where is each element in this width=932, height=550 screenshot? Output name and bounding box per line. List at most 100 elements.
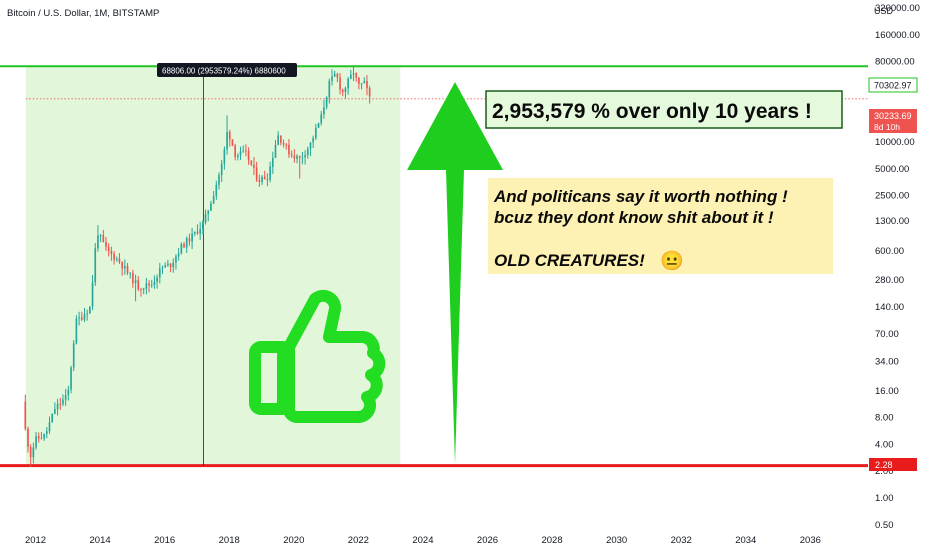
candle-down [366, 81, 368, 89]
candle-down [263, 176, 266, 180]
candle-up [207, 210, 210, 215]
candle-up [185, 238, 188, 248]
candle-up [172, 262, 175, 268]
candle-up [306, 148, 309, 156]
candle-down [339, 77, 341, 90]
candle-up [115, 258, 118, 260]
candle-down [102, 234, 105, 242]
candle-down [188, 238, 191, 242]
candle-up [32, 447, 35, 458]
neutral-face-emoji: 😐 [660, 250, 684, 272]
chart-title: Bitcoin / U.S. Dollar, 1M, BITSTAMP [7, 8, 159, 19]
candle-up [220, 163, 223, 175]
candle-down [266, 179, 269, 181]
candle-down [234, 145, 236, 157]
thumbs-up-icon [249, 289, 386, 423]
candle-down [37, 436, 40, 439]
headline-text: 2,953,579 % over only 10 years ! [492, 100, 812, 123]
x-tick-label: 2012 [25, 535, 46, 546]
candle-up [62, 399, 64, 404]
candle-down [282, 142, 285, 145]
candle-up [48, 422, 51, 432]
candle-up [320, 114, 323, 124]
candle-down [169, 263, 172, 268]
callout-line-2: bcuz they dont know shit about it ! [494, 208, 774, 227]
candle-down [228, 131, 231, 140]
candle-down [80, 317, 83, 320]
candle-up [333, 73, 336, 77]
candle-up [67, 389, 70, 396]
candle-down [40, 438, 43, 440]
candle-down [105, 241, 107, 247]
candles-layer [24, 66, 371, 468]
candle-up [226, 131, 228, 150]
candle-down [137, 280, 140, 290]
candle-up [56, 403, 59, 410]
candle-up [150, 284, 153, 286]
candle-down [280, 135, 282, 143]
candle-up [210, 203, 212, 211]
y-tick-label: 70.00 [875, 329, 899, 340]
candle-up [352, 73, 355, 75]
candle-down [258, 179, 261, 182]
candle-down [121, 262, 123, 269]
candle-down [285, 144, 288, 146]
x-tick-label: 2014 [90, 535, 111, 546]
candle-up [45, 431, 48, 434]
price-tag-current-label: 30233.69 [874, 111, 912, 121]
candle-down [110, 251, 113, 254]
candle-down [29, 446, 32, 458]
candle-down [368, 88, 371, 97]
x-tick-label: 2026 [477, 535, 498, 546]
candle-down [245, 150, 247, 152]
x-tick-label: 2024 [412, 535, 433, 546]
candle-down [132, 272, 134, 284]
candle-down [231, 139, 234, 146]
candle-up [223, 149, 226, 164]
x-tick-label: 2028 [541, 535, 562, 546]
candle-up [301, 157, 304, 159]
candle-down [196, 231, 199, 234]
candle-down [247, 150, 250, 161]
candle-up [191, 233, 193, 242]
y-tick-label: 5000.00 [875, 164, 909, 175]
candle-up [75, 318, 78, 344]
candle-up [177, 253, 180, 257]
candle-up [35, 436, 37, 448]
candle-up [70, 367, 72, 390]
candle-up [271, 157, 274, 167]
candle-up [269, 166, 271, 180]
candle-up [349, 74, 352, 79]
y-tick-label: 0.50 [875, 520, 894, 531]
candle-down [255, 167, 258, 180]
candle-up [315, 127, 317, 138]
candle-up [54, 409, 56, 414]
candle-up [51, 413, 54, 423]
candle-up [328, 80, 331, 98]
y-tick-label: 34.00 [875, 357, 899, 368]
candle-up [86, 313, 89, 315]
highlight-range [25, 66, 401, 466]
candle-up [167, 263, 169, 266]
y-tick-label: 280.00 [875, 275, 904, 286]
y-tick-label: 600.00 [875, 246, 904, 257]
candle-down [113, 253, 115, 260]
y-tick-label: 2.00 [875, 466, 894, 477]
candle-up [64, 395, 67, 400]
price-tag-low-label: 2.28 [875, 460, 893, 470]
candle-up [363, 81, 366, 84]
candle-down [107, 246, 110, 252]
candle-up [347, 78, 349, 89]
candle-up [312, 137, 314, 143]
candle-up [239, 151, 242, 156]
y-tick-label: 1.00 [875, 493, 894, 504]
candle-up [153, 281, 156, 285]
candle-up [145, 283, 148, 289]
candle-up [134, 280, 137, 284]
x-tick-label: 2016 [154, 535, 175, 546]
candle-down [59, 403, 62, 405]
callout-line-1: And politicans say it worth nothing ! [493, 187, 788, 206]
candle-down [341, 89, 344, 93]
